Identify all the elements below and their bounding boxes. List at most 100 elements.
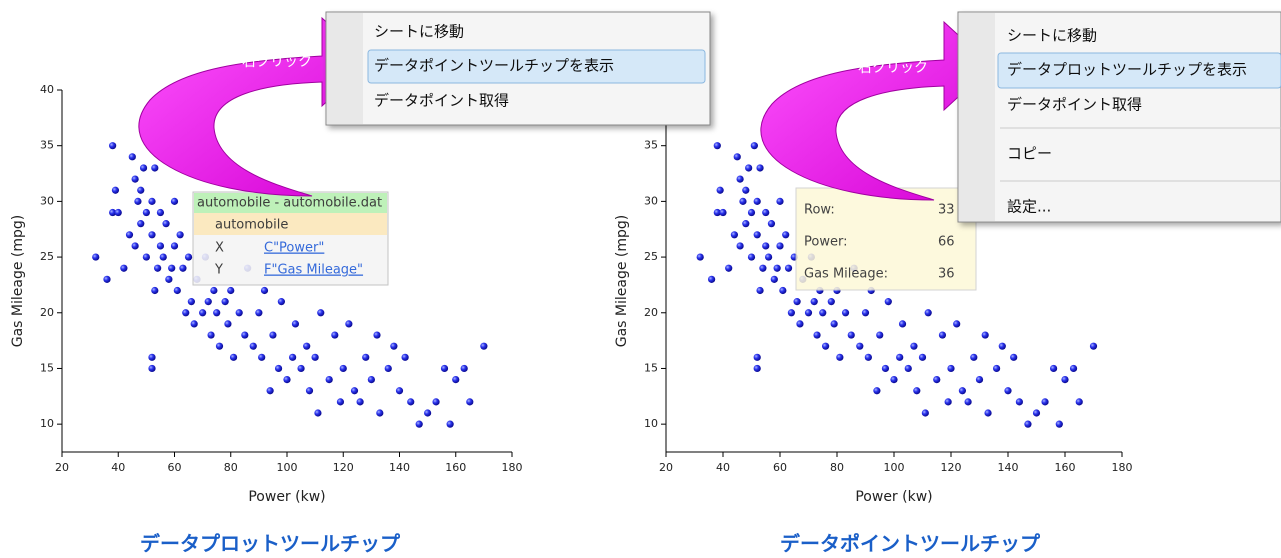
point	[350, 387, 359, 395]
point	[345, 320, 353, 328]
point	[148, 231, 156, 239]
x-tick-label: 80	[830, 461, 844, 474]
point	[266, 387, 274, 395]
point	[810, 298, 818, 306]
tooltip-key: X	[215, 241, 224, 256]
point	[162, 220, 170, 228]
x-tick-label: 100	[277, 461, 298, 474]
point	[339, 364, 347, 373]
caption: データポイントツールチップ	[780, 532, 1041, 556]
tooltip-value: 66	[938, 235, 955, 250]
gesture-arrow	[760, 20, 993, 201]
right-tooltip: Row: 33 Power: 66 Gas Mileage: 36	[795, 187, 977, 291]
point	[297, 364, 305, 373]
point	[736, 175, 744, 183]
point	[336, 398, 345, 406]
point	[904, 364, 912, 373]
point	[154, 264, 162, 272]
point	[131, 242, 139, 250]
point	[170, 197, 179, 205]
point	[793, 298, 801, 306]
right-menu: シートに移動 データプロットツールチップを表示 データポイント取得 コピー 設定…	[957, 11, 1281, 223]
y-axis-title: Gas Mileage (mpg)	[614, 215, 630, 348]
point	[134, 197, 142, 205]
point	[836, 353, 844, 361]
point	[148, 197, 156, 205]
point	[742, 186, 750, 194]
point	[277, 298, 285, 306]
point	[109, 208, 117, 217]
point	[742, 220, 750, 228]
point	[103, 275, 111, 283]
point	[142, 208, 150, 217]
point	[207, 331, 215, 339]
x-tick-label: 160	[445, 461, 466, 474]
point	[910, 342, 918, 350]
y-tick-label: 15	[644, 361, 658, 374]
point	[224, 320, 232, 328]
left-menu: シートに移動 データポイントツールチップを表示 データポイント取得	[325, 11, 711, 126]
menu-item[interactable]: シートに移動	[1007, 27, 1097, 45]
menu-item[interactable]: データポイント取得	[1007, 96, 1142, 114]
right-arrow: 右クリック	[760, 20, 993, 201]
point	[750, 142, 758, 150]
point	[151, 286, 159, 295]
point	[975, 376, 984, 384]
tooltip-value: 33	[938, 203, 955, 218]
menu-item[interactable]: データプロットツールチップを表示	[1007, 61, 1247, 79]
point	[861, 309, 870, 317]
tooltip-row	[194, 213, 387, 235]
point	[480, 342, 488, 350]
point	[981, 331, 989, 339]
point	[415, 420, 423, 428]
menu-item[interactable]: データポイント取得	[374, 92, 509, 110]
point	[452, 376, 460, 384]
point	[184, 253, 193, 261]
point	[274, 364, 283, 373]
point	[221, 298, 229, 306]
point	[725, 264, 733, 272]
point	[356, 398, 364, 406]
x-tick-label: 100	[884, 461, 905, 474]
menu-item[interactable]: コピー	[1007, 145, 1052, 163]
menu-item[interactable]: 設定...	[1007, 198, 1051, 216]
point	[918, 353, 927, 361]
point	[921, 409, 929, 417]
menu-item[interactable]: データポイントツールチップを表示	[374, 57, 614, 75]
point	[747, 208, 756, 217]
point	[1089, 342, 1098, 350]
point	[739, 197, 747, 205]
tooltip-link[interactable]: C"Power"	[264, 241, 324, 256]
point	[736, 242, 744, 250]
y-tick-label: 40	[40, 83, 54, 96]
point	[325, 376, 333, 384]
point	[747, 253, 756, 261]
point	[753, 364, 761, 373]
x-tick-label: 180	[502, 461, 523, 474]
point	[170, 242, 179, 250]
point	[249, 342, 257, 350]
menu-gutter	[327, 13, 363, 124]
menu-highlight	[367, 49, 706, 84]
point	[331, 331, 339, 339]
point	[730, 231, 739, 239]
tooltip-link[interactable]: F"Gas Mileage"	[264, 263, 363, 278]
point	[713, 208, 721, 217]
point	[813, 331, 821, 339]
point	[1069, 364, 1078, 373]
point	[753, 353, 761, 361]
x-tick-label: 20	[55, 461, 69, 474]
menu-item[interactable]: シートに移動	[374, 23, 464, 41]
point	[401, 353, 409, 361]
point	[440, 364, 449, 373]
point	[255, 309, 263, 317]
point	[187, 298, 195, 306]
point	[953, 320, 961, 328]
y-tick-label: 10	[40, 417, 54, 430]
tooltip-key: Gas Mileage:	[804, 267, 888, 282]
point	[876, 331, 884, 339]
point	[924, 309, 932, 317]
point	[210, 286, 218, 295]
x-tick-label: 40	[716, 461, 730, 474]
point	[970, 353, 978, 361]
